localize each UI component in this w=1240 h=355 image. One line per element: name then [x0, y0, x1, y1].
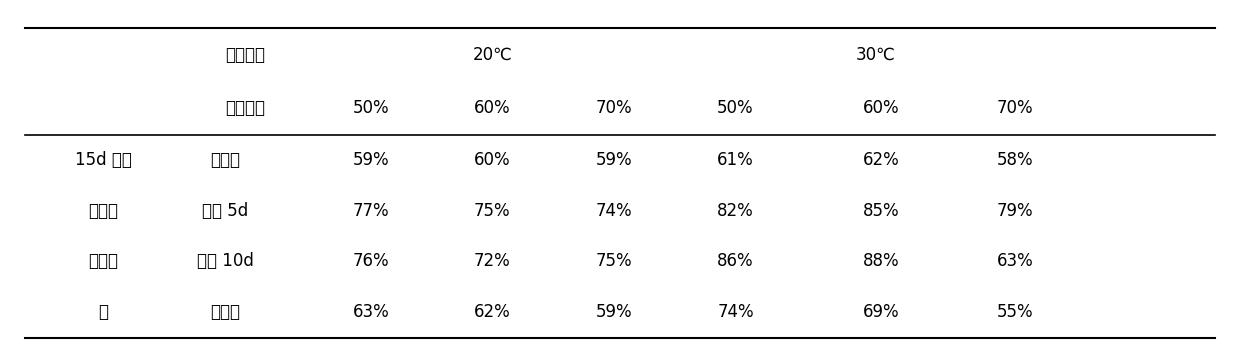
Text: 74%: 74%	[595, 202, 632, 220]
Text: 75%: 75%	[474, 202, 511, 220]
Text: 遥荚处: 遥荚处	[88, 202, 119, 220]
Text: 不遥荚: 不遥荚	[210, 151, 241, 169]
Text: 遥荚 10d: 遥荚 10d	[197, 252, 253, 271]
Text: 85%: 85%	[863, 202, 899, 220]
Text: 77%: 77%	[352, 202, 389, 220]
Text: 69%: 69%	[863, 303, 899, 321]
Text: 70%: 70%	[595, 99, 632, 117]
Text: 全遥荚: 全遥荚	[210, 303, 241, 321]
Text: 58%: 58%	[997, 151, 1033, 169]
Text: 62%: 62%	[474, 303, 511, 321]
Text: 63%: 63%	[352, 303, 389, 321]
Text: 88%: 88%	[863, 252, 899, 271]
Text: 86%: 86%	[717, 252, 754, 271]
Text: 理成活: 理成活	[88, 252, 119, 271]
Text: 湿度控制: 湿度控制	[224, 99, 265, 117]
Text: 63%: 63%	[997, 252, 1033, 271]
Text: 55%: 55%	[997, 303, 1033, 321]
Text: 70%: 70%	[997, 99, 1033, 117]
Text: 59%: 59%	[595, 303, 632, 321]
Text: 62%: 62%	[863, 151, 900, 169]
Text: 60%: 60%	[474, 151, 511, 169]
Text: 60%: 60%	[474, 99, 511, 117]
Text: 率: 率	[98, 303, 109, 321]
Text: 60%: 60%	[863, 99, 899, 117]
Text: 50%: 50%	[717, 99, 754, 117]
Text: 61%: 61%	[717, 151, 754, 169]
Text: 76%: 76%	[352, 252, 389, 271]
Text: 50%: 50%	[352, 99, 389, 117]
Text: 74%: 74%	[717, 303, 754, 321]
Text: 59%: 59%	[352, 151, 389, 169]
Text: 遥荚 5d: 遥荚 5d	[202, 202, 248, 220]
Text: 79%: 79%	[997, 202, 1033, 220]
Text: 15d 不同: 15d 不同	[76, 151, 131, 169]
Text: 59%: 59%	[595, 151, 632, 169]
Text: 72%: 72%	[474, 252, 511, 271]
Text: 20℃: 20℃	[472, 45, 512, 64]
Text: 75%: 75%	[595, 252, 632, 271]
Text: 82%: 82%	[717, 202, 754, 220]
Text: 温度控制: 温度控制	[224, 45, 265, 64]
Text: 30℃: 30℃	[856, 45, 895, 64]
